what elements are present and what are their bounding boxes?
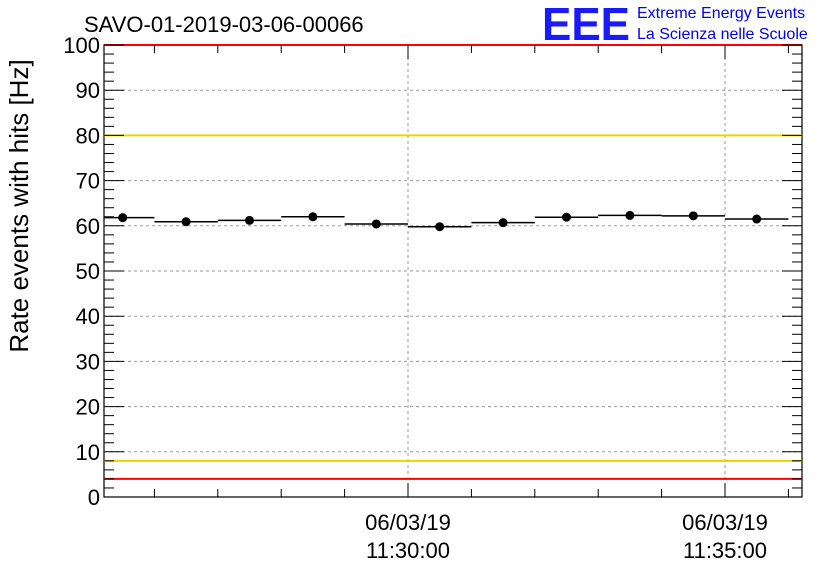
y-tick-label: 20 — [76, 395, 100, 420]
data-point — [118, 213, 128, 223]
y-tick-label: 0 — [88, 485, 100, 510]
data-series — [104, 210, 789, 232]
data-point — [752, 214, 762, 224]
data-point — [562, 212, 571, 222]
y-tick-label: 100 — [63, 33, 100, 58]
reference-lines — [104, 44, 802, 480]
y-tick-label: 70 — [76, 169, 100, 194]
x-tick-time: 11:30:00 — [366, 538, 450, 563]
data-point — [371, 219, 381, 229]
data-point — [435, 222, 445, 232]
data-point — [498, 218, 508, 228]
grid-lines — [104, 45, 802, 497]
x-tick-date: 06/03/19 — [682, 510, 768, 535]
y-axis-label: Rate events with hits [Hz] — [4, 59, 34, 352]
y-tick-label: 80 — [76, 123, 100, 148]
y-tick-label: 10 — [76, 440, 100, 465]
y-tick-label: 90 — [76, 78, 100, 103]
data-point — [688, 211, 698, 221]
eee-logo: EEE Extreme Energy Events La Scienza nel… — [542, 0, 808, 50]
x-tick-date: 06/03/19 — [365, 510, 451, 535]
data-point — [625, 210, 635, 220]
logo-line-1: Extreme Energy Events — [637, 5, 805, 22]
data-point — [245, 215, 254, 225]
data-point — [181, 217, 191, 227]
data-point — [308, 212, 318, 222]
y-tick-label: 50 — [76, 259, 100, 284]
axis-ticks: 0 10 20 30 40 50 60 70 80 90 100 06/03/19 11:30:00 06… — [63, 33, 802, 563]
logo-line-2: La Scienza nelle Scuole — [637, 26, 808, 43]
x-tick-time: 11:35:00 — [683, 538, 767, 563]
logo-letters: EEE — [542, 0, 630, 50]
y-tick-label: 40 — [76, 304, 100, 329]
y-tick-label: 30 — [76, 349, 100, 374]
chart-title: SAVO-01-2019-03-06-00066 — [84, 12, 364, 37]
y-tick-label: 60 — [76, 214, 100, 239]
